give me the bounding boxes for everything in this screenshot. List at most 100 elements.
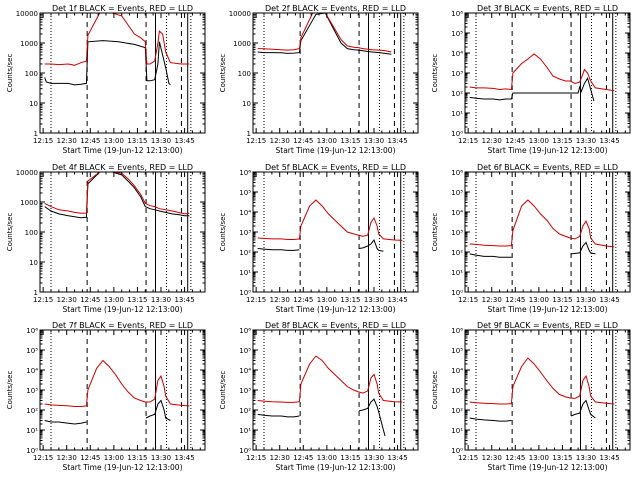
plot-frame xyxy=(464,329,631,451)
x-tick-label: 12:15 xyxy=(33,137,53,145)
y-tick-label: 10¹ xyxy=(451,427,463,435)
x-axis-title: Start Time (19-Jun-12 12:13:00) xyxy=(63,463,183,472)
y-tick-label: 10 xyxy=(29,100,38,108)
y-tick-label: 10⁴ xyxy=(451,50,463,58)
x-tick-label: 12:30 xyxy=(57,454,77,462)
y-axis-title: Counts/sec xyxy=(219,213,227,252)
y-tick-label: 10¹ xyxy=(239,427,251,435)
x-tick-label: 13:15 xyxy=(552,296,572,304)
chart-panel-6: Det 6f BLACK = Events, RED = LLD 10⁰ 10¹ 10… xyxy=(431,163,631,314)
events-series-line xyxy=(257,413,300,418)
x-tick-label: 13:15 xyxy=(552,137,572,145)
x-tick-label: 13:15 xyxy=(127,454,147,462)
y-tick-label: 10⁰ xyxy=(239,447,251,455)
y-axis-title: Counts/sec xyxy=(6,371,14,410)
x-tick-label: 12:45 xyxy=(505,137,525,145)
y-tick-label: 10⁵ xyxy=(239,189,251,197)
y-tick-label: 10000 xyxy=(16,10,38,18)
marker-lines xyxy=(475,172,617,292)
events-series-line xyxy=(257,13,392,55)
y-tick-label: 100 xyxy=(25,229,38,237)
chart-panel-4: Det 4f BLACK = Events, RED = LLD 1 10 100 10… xyxy=(6,163,206,314)
x-tick-label: 12:15 xyxy=(33,296,53,304)
events-series-line xyxy=(469,417,512,422)
lld-series-line xyxy=(257,13,392,53)
events-series-line xyxy=(570,399,596,419)
y-tick-label: 10² xyxy=(451,90,463,98)
lld-series-line xyxy=(257,355,403,403)
x-tick-label: 12:15 xyxy=(458,454,478,462)
y-tick-label: 1 xyxy=(34,130,38,138)
x-tick-label: 13:30 xyxy=(576,296,596,304)
x-tick-label: 13:30 xyxy=(364,137,384,145)
x-tick-label: 12:45 xyxy=(80,137,100,145)
marker-lines xyxy=(263,172,405,292)
y-tick-label: 10¹ xyxy=(26,427,38,435)
y-tick-label: 10⁶ xyxy=(451,169,463,177)
y-tick-label: 10⁵ xyxy=(26,347,38,355)
events-series-line xyxy=(359,238,384,252)
y-tick-label: 10⁶ xyxy=(239,169,251,177)
y-tick-label: 10² xyxy=(26,407,38,415)
chart-panel-9: Det 9f BLACK = Events, RED = LLD 10⁰ 10¹ 10… xyxy=(431,321,631,472)
y-tick-label: 10⁵ xyxy=(451,189,463,197)
lld-series-line xyxy=(44,172,190,215)
y-tick-label: 10³ xyxy=(451,70,463,78)
events-series-line xyxy=(358,398,386,437)
marker-lines xyxy=(475,330,617,450)
x-tick-label: 12:15 xyxy=(246,137,266,145)
panel-title: Det 4f BLACK = Events, RED = LLD xyxy=(52,163,193,172)
x-tick-label: 13:45 xyxy=(174,296,194,304)
panel-title: Det 5f BLACK = Events, RED = LLD xyxy=(265,163,406,172)
y-axis-title: Counts/sec xyxy=(431,371,439,410)
events-series-line xyxy=(469,253,512,258)
x-tick-label: 13:45 xyxy=(599,137,619,145)
lld-series-line xyxy=(469,199,615,248)
y-tick-label: 1 xyxy=(247,130,251,138)
y-tick-label: 10 xyxy=(242,100,251,108)
y-tick-label: 10⁶ xyxy=(451,327,463,335)
y-tick-label: 10000 xyxy=(229,10,251,18)
y-tick-label: 10⁵ xyxy=(239,347,251,355)
y-tick-label: 10³ xyxy=(239,387,251,395)
x-axis-title: Start Time (19-Jun-12 12:13:00) xyxy=(276,146,396,155)
y-tick-label: 10³ xyxy=(451,229,463,237)
x-tick-label: 13:30 xyxy=(364,296,384,304)
y-tick-label: 10⁰ xyxy=(239,289,251,297)
y-tick-label: 10⁴ xyxy=(26,367,38,375)
x-tick-label: 12:45 xyxy=(505,454,525,462)
x-tick-label: 13:30 xyxy=(151,454,171,462)
events-series-line xyxy=(44,172,190,219)
plot-frame xyxy=(39,171,206,293)
x-tick-label: 13:45 xyxy=(599,454,619,462)
x-tick-label: 12:15 xyxy=(458,137,478,145)
x-tick-label: 12:45 xyxy=(293,454,313,462)
y-tick-label: 10⁴ xyxy=(239,367,251,375)
panel-title: Det 1f BLACK = Events, RED = LLD xyxy=(52,4,193,13)
y-axis-title: Counts/sec xyxy=(219,371,227,410)
lld-series-line xyxy=(44,13,190,66)
y-tick-label: 10⁶ xyxy=(26,327,38,335)
marker-lines xyxy=(263,13,405,133)
events-series-line xyxy=(257,248,300,251)
y-tick-label: 10¹ xyxy=(451,110,463,118)
x-tick-label: 13:15 xyxy=(340,296,360,304)
x-tick-label: 13:00 xyxy=(529,454,549,462)
y-tick-label: 10⁴ xyxy=(451,209,463,217)
y-tick-label: 10 xyxy=(29,259,38,267)
plot-frame xyxy=(39,12,206,134)
panel-title: Det 8f BLACK = Events, RED = LLD xyxy=(265,321,406,330)
y-tick-label: 10⁶ xyxy=(451,10,463,18)
x-tick-label: 13:00 xyxy=(317,296,337,304)
panel-title: Det 9f BLACK = Events, RED = LLD xyxy=(477,321,618,330)
x-axis-title: Start Time (19-Jun-12 12:13:00) xyxy=(276,305,396,314)
plot-frame xyxy=(39,329,206,451)
marker-lines xyxy=(50,330,192,450)
x-tick-label: 13:15 xyxy=(340,137,360,145)
events-series-line xyxy=(44,420,87,425)
x-tick-label: 13:00 xyxy=(104,454,124,462)
events-series-line xyxy=(571,241,596,255)
x-tick-label: 13:30 xyxy=(576,454,596,462)
x-tick-label: 12:45 xyxy=(80,296,100,304)
x-axis-title: Start Time (19-Jun-12 12:13:00) xyxy=(488,146,608,155)
